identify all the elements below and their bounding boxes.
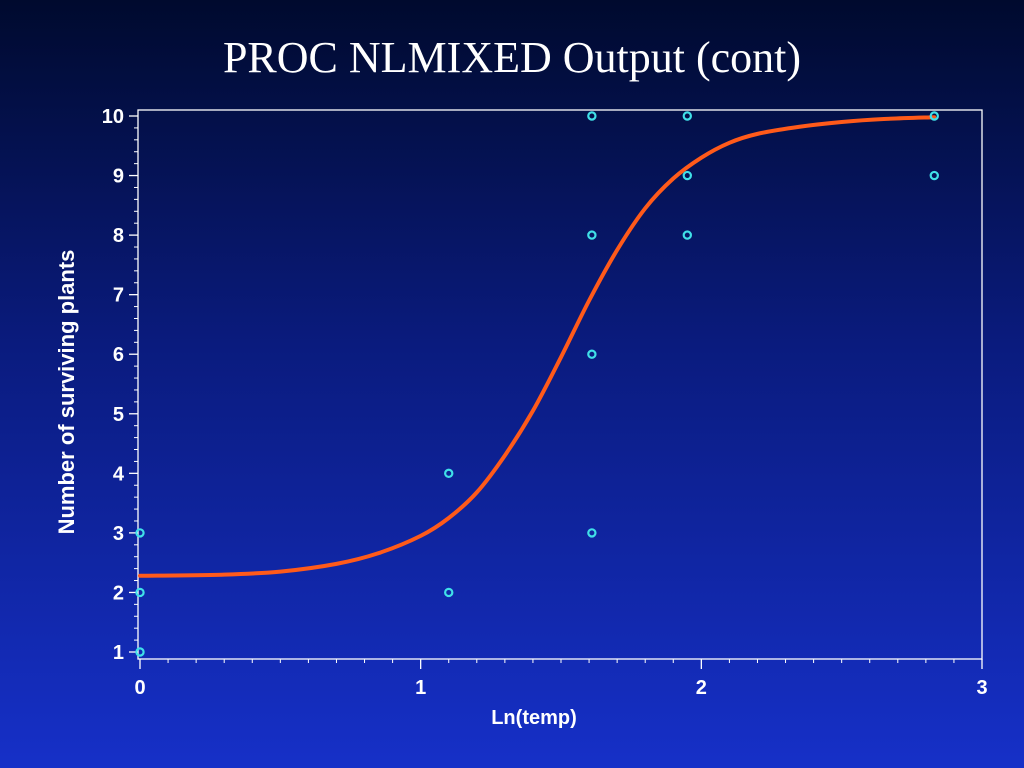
data-point	[135, 587, 145, 598]
data-point	[587, 230, 597, 240]
data-point	[135, 647, 145, 657]
y-tick-label: 2	[113, 582, 124, 604]
data-point	[682, 111, 693, 121]
data-point	[587, 349, 597, 359]
y-tick-label: 9	[113, 166, 124, 188]
data-point	[444, 587, 454, 598]
y-tick-label: 5	[113, 404, 124, 426]
plot-border	[137, 109, 983, 660]
y-tick-label: 8	[113, 225, 124, 247]
x-axis: 0 1 2 3	[134, 659, 988, 699]
x-tick-label: 3	[976, 677, 987, 699]
data-point	[682, 230, 693, 240]
y-axis-label: Number of surviving plants	[54, 250, 79, 535]
y-tick-label: 10	[102, 106, 124, 128]
y-tick-label: 7	[113, 285, 124, 307]
x-axis-label: Ln(temp)	[491, 707, 577, 729]
data-point	[587, 111, 597, 121]
y-axis: 1 2 3 4 5 6 7 8 9 10	[102, 106, 138, 664]
data-point	[929, 170, 939, 181]
x-tick-label: 2	[696, 677, 707, 699]
data-point	[587, 528, 597, 538]
y-tick-label: 3	[113, 523, 124, 545]
y-tick-label: 1	[113, 642, 124, 664]
fitted-curve	[138, 115, 937, 578]
data-point	[929, 111, 939, 121]
x-tick-label: 1	[415, 677, 426, 699]
y-tick-label: 4	[113, 463, 125, 485]
data-points-layer	[135, 111, 939, 657]
fitted-curve-layer	[138, 115, 937, 578]
plot-frame	[137, 109, 983, 660]
y-tick-label: 6	[113, 344, 124, 366]
data-point	[135, 528, 145, 538]
data-point	[682, 170, 693, 181]
slide-title: PROC NLMIXED Output (cont)	[222, 33, 802, 82]
data-point	[444, 468, 454, 479]
x-tick-label: 0	[134, 677, 145, 699]
